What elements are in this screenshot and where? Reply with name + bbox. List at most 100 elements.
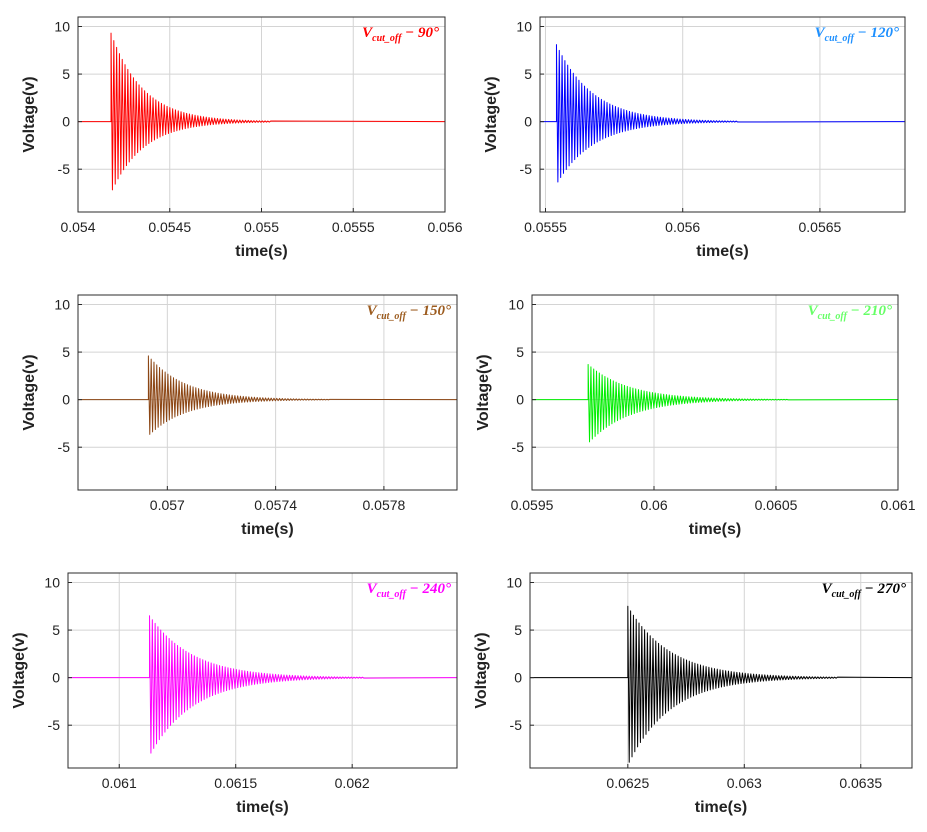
voltage-series [78,355,458,435]
y-tick-label: -5 [510,717,523,733]
cutoff-annotation: Vcut_off − 150° [367,303,451,322]
axes-frame [67,572,458,769]
voltage-series [540,44,906,183]
y-tick-label: 5 [516,344,524,360]
y-tick-label: 5 [62,344,70,360]
annotation-subscript: cut_off [377,311,408,322]
annotation-angle: − 120° [854,25,899,41]
axes-frame [531,294,899,491]
plot-area [532,295,898,490]
axes-frame [529,572,913,769]
x-tick-label: 0.0615 [214,775,257,791]
annotation-subscript: cut_off [377,589,408,600]
annotation-subscript: cut_off [372,33,403,44]
annotation-main: V [367,303,379,319]
y-axis-label: Voltage(v) [21,354,38,430]
subplot-6: 0.0625 0.063 0.0635 -5 0 5 10 time(s) Voltage(v)… [473,572,913,816]
y-tick-label: 0 [62,114,70,130]
x-axis-label: time(s) [235,243,287,260]
y-tick-label: 5 [514,622,522,638]
voltage-series [68,615,458,754]
x-tick-label: 0.055 [244,219,279,235]
y-tick-label: 10 [54,297,70,313]
y-tick-label: 10 [508,297,524,313]
subplot-2: 0.0555 0.056 0.0565 -5 0 5 10 time(s) Voltage(v)… [483,16,906,260]
x-tick-label: 0.057 [150,497,185,513]
x-axis-label: time(s) [241,521,293,538]
x-tick-label: 0.0578 [362,497,405,513]
annotation-angle: − 90° [401,25,439,41]
annotation-subscript: cut_off [818,311,849,322]
x-tick-label: 0.06 [640,497,667,513]
subplot-3: 0.057 0.0574 0.0578 -5 0 5 10 time(s) Voltage(v)… [21,294,458,538]
voltage-series [530,605,913,763]
y-tick-label: 0 [514,670,522,686]
x-tick-label: 0.054 [60,219,95,235]
y-axis-label: Voltage(v) [473,632,490,708]
annotation-angle: − 270° [861,581,906,597]
subplot-5: 0.061 0.0615 0.062 -5 0 5 10 time(s) Voltage(v) V… [11,572,458,816]
annotation-subscript: cut_off [832,589,863,600]
axes-frame [77,294,458,491]
x-tick-label: 0.0605 [755,497,798,513]
cutoff-annotation: Vcut_off − 270° [822,581,906,600]
cutoff-annotation: Vcut_off − 240° [367,581,451,600]
y-axis-label: Voltage(v) [475,354,492,430]
y-tick-label: 5 [524,66,532,82]
plot-area [68,573,457,768]
y-axis-label: Voltage(v) [11,632,28,708]
cutoff-annotation: Vcut_off − 210° [808,303,892,322]
y-tick-label: 10 [44,575,60,591]
x-tick-label: 0.0545 [148,219,191,235]
annotation-main: V [808,303,820,319]
y-tick-label: 0 [516,392,524,408]
y-tick-label: -5 [58,161,71,177]
annotation-main: V [362,25,374,41]
subplot-1: 0.054 0.0545 0.055 0.0555 0.056 -5 0 5 10 time(s)… [21,16,463,260]
x-tick-label: 0.063 [727,775,762,791]
annotation-main: V [822,581,834,597]
plot-area [78,295,457,490]
x-axis-label: time(s) [696,243,748,260]
x-tick-label: 0.0635 [839,775,882,791]
cutoff-annotation: Vcut_off − 90° [362,25,439,44]
y-axis-label: Voltage(v) [21,76,38,152]
y-tick-label: 0 [62,392,70,408]
x-tick-label: 0.056 [427,219,462,235]
x-tick-label: 0.061 [102,775,137,791]
x-axis-label: time(s) [695,799,747,816]
voltage-series [78,32,446,191]
y-tick-label: 5 [62,66,70,82]
x-tick-label: 0.0555 [524,219,567,235]
y-tick-label: 0 [52,670,60,686]
x-tick-label: 0.062 [335,775,370,791]
y-tick-label: 10 [54,19,70,35]
x-tick-label: 0.0565 [799,219,842,235]
x-tick-label: 0.0595 [511,497,554,513]
annotation-angle: − 240° [406,581,451,597]
annotation-angle: − 210° [847,303,892,319]
annotation-angle: − 150° [406,303,451,319]
y-tick-label: -5 [48,717,61,733]
axes-frame [539,16,906,213]
y-tick-label: 5 [52,622,60,638]
x-axis-label: time(s) [689,521,741,538]
y-tick-label: 10 [516,19,532,35]
y-tick-label: -5 [512,439,525,455]
y-tick-label: -5 [520,161,533,177]
annotation-subscript: cut_off [825,33,856,44]
voltage-series [532,363,899,443]
y-tick-label: 10 [506,575,522,591]
x-tick-label: 0.056 [665,219,700,235]
y-tick-label: -5 [58,439,71,455]
y-tick-label: 0 [524,114,532,130]
x-tick-label: 0.061 [880,497,915,513]
subplot-4: 0.0595 0.06 0.0605 0.061 -5 0 5 10 time(s) Voltag… [475,294,916,538]
annotation-main: V [367,581,379,597]
cutoff-annotation: Vcut_off − 120° [815,25,899,44]
x-tick-label: 0.0574 [254,497,297,513]
plot-area [530,573,912,768]
x-tick-label: 0.0555 [332,219,375,235]
annotation-main: V [815,25,827,41]
